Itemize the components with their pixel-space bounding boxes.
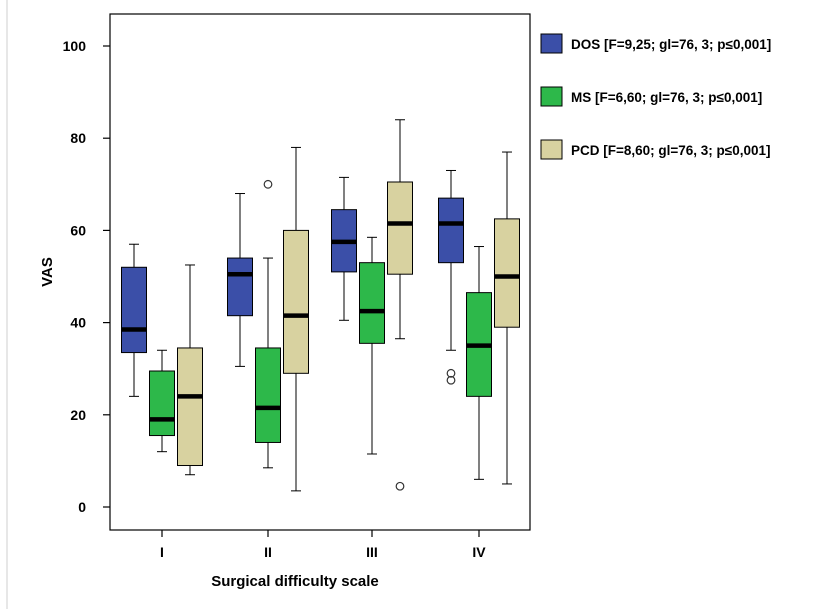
box-ms-i [150, 350, 175, 451]
box-pcd-i [178, 265, 203, 475]
legend-swatch [541, 140, 562, 159]
x-tick-label: IV [472, 544, 486, 560]
box-pcd-iv [495, 152, 520, 484]
x-tick-label: I [160, 544, 164, 560]
y-tick-label: 60 [70, 222, 86, 238]
box-ms-ii [256, 181, 281, 468]
iqr-box [439, 198, 464, 263]
y-tick-label: 0 [78, 499, 86, 515]
box-pcd-iii [388, 120, 413, 490]
iqr-box [122, 267, 147, 352]
legend-swatch [541, 87, 562, 106]
boxes-layer [122, 120, 520, 491]
iqr-box [388, 182, 413, 274]
box-dos-iii [332, 177, 357, 320]
iqr-box [256, 348, 281, 443]
box-dos-ii [228, 194, 253, 367]
iqr-box [150, 371, 175, 436]
iqr-box [284, 230, 309, 373]
y-tick-label: 40 [70, 315, 86, 331]
outlier-point [264, 181, 272, 189]
box-ms-iv [467, 247, 492, 480]
x-axis-title: Surgical difficulty scale [211, 573, 379, 590]
y-tick-label: 80 [70, 130, 86, 146]
y-tick-label: 20 [70, 407, 86, 423]
x-tick-label: II [264, 544, 272, 560]
legend-label: DOS [F=9,25; gl=76, 3; p≤0,001] [571, 37, 771, 52]
plot-frame [110, 14, 530, 530]
y-tick-label: 100 [63, 38, 87, 54]
x-tick-label: III [366, 544, 378, 560]
box-pcd-ii [284, 147, 309, 490]
iqr-box [178, 348, 203, 466]
iqr-box [228, 258, 253, 316]
legend-label: MS [F=6,60; gl=76, 3; p≤0,001] [571, 90, 762, 105]
box-dos-iv [439, 170, 464, 384]
y-axis: 0 20 40 60 80 100 [63, 38, 110, 515]
outlier-point [396, 482, 404, 490]
y-axis-title: VAS [39, 257, 56, 287]
legend: DOS [F=9,25; gl=76, 3; p≤0,001] MS [F=6,6… [541, 34, 771, 159]
legend-swatch [541, 34, 562, 53]
x-axis: I II III IV [160, 530, 486, 560]
box-dos-i [122, 244, 147, 396]
iqr-box [360, 263, 385, 344]
box-ms-iii [360, 237, 385, 454]
legend-label: PCD [F=8,60; gl=76, 3; p≤0,001] [571, 143, 771, 158]
iqr-box [495, 219, 520, 327]
